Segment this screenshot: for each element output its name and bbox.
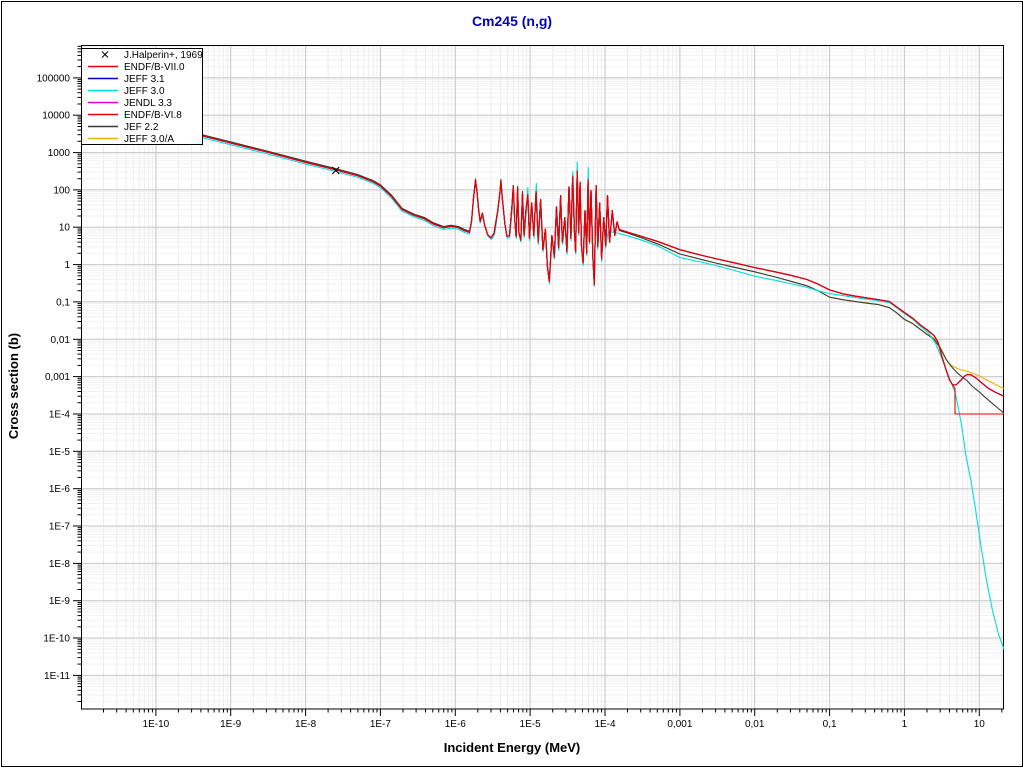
legend-label: JENDL 3.3 (124, 98, 172, 109)
chart-title: Cm245 (n,g) (472, 13, 552, 29)
legend-entry: ENDF/B-VI.8 (88, 110, 182, 121)
x-tick-label: 10 (974, 719, 986, 730)
legend-frame (81, 48, 203, 145)
y-tick-label: 0,1 (56, 297, 70, 308)
y-tick-label: 1000 (48, 148, 71, 159)
legend-x-marker-icon (101, 51, 109, 58)
legend-label: JEFF 3.0/A (124, 134, 174, 145)
y-tick-label: 1E-7 (49, 522, 71, 533)
y-tick-label: 0,001 (45, 372, 70, 383)
y-axis-title: Cross section (b) (6, 333, 21, 439)
x-tick-label: 0,01 (745, 719, 765, 730)
legend-entry: JEFF 3.0 (88, 86, 165, 97)
y-tick-label: 1E-4 (49, 410, 71, 421)
x-tick-label: 1E-10 (143, 719, 170, 730)
experimental-points-layer (331, 166, 340, 175)
x-tick-label: 0,1 (823, 719, 837, 730)
grid-layer (81, 45, 1004, 709)
x-tick-label: 1E-4 (594, 719, 616, 730)
legend-label: J.Halperin+, 1969 (124, 50, 203, 61)
plot-area[interactable] (81, 45, 1004, 710)
legend-label: ENDF/B-VII.0 (124, 62, 185, 73)
x-tick-label: 1E-6 (445, 719, 467, 730)
x-tick-label: 1E-7 (370, 719, 392, 730)
legend-label: JEFF 3.1 (124, 74, 165, 85)
curves-layer (81, 103, 1004, 650)
x-tick-label: 0,001 (667, 719, 692, 730)
x-tick-label: 1E-9 (220, 719, 242, 730)
legend-entry: J.Halperin+, 1969 (101, 50, 203, 61)
legend-label: JEFF 3.0 (124, 86, 165, 97)
x-tick-label: 1E-5 (520, 719, 542, 730)
curve-endf-b-vii.0 (81, 105, 1004, 397)
y-tick-label: 1E-6 (49, 484, 71, 495)
legend-label: ENDF/B-VI.8 (124, 110, 182, 121)
y-tick-label: 100000 (37, 73, 71, 84)
y-tick-label: 1E-10 (43, 634, 70, 645)
y-tick-label: 1E-8 (49, 559, 71, 570)
legend-entry: JENDL 3.3 (88, 98, 172, 109)
legend-entry: JEFF 3.1 (88, 74, 165, 85)
y-tick-label: 10000 (42, 111, 70, 122)
x-axis-title: Incident Energy (MeV) (444, 740, 581, 755)
y-tick-label: 10 (59, 223, 71, 234)
x-tick-label: 1 (902, 719, 908, 730)
y-tick-label: 1E-5 (49, 447, 71, 458)
legend-entry: ENDF/B-VII.0 (88, 62, 185, 73)
legend-label: JEF 2.2 (124, 122, 159, 133)
y-tick-label: 1 (64, 260, 70, 271)
y-tick-label: 1E-9 (49, 596, 71, 607)
legend-entry: JEF 2.2 (88, 122, 159, 133)
y-tick-label: 1E-11 (44, 671, 70, 682)
legend-entry: JEFF 3.0/A (88, 134, 174, 145)
y-tick-label: 0,01 (51, 335, 71, 346)
y-tick-label: 100 (53, 185, 70, 196)
data-point-x-marker (331, 166, 340, 175)
x-tick-label: 1E-8 (295, 719, 317, 730)
axis-ticks-layer: 1E-10 1E-9 1E-8 1E-7 1E-6 1E-5 1E-4 0,001 0,01 0,… (37, 45, 1003, 730)
